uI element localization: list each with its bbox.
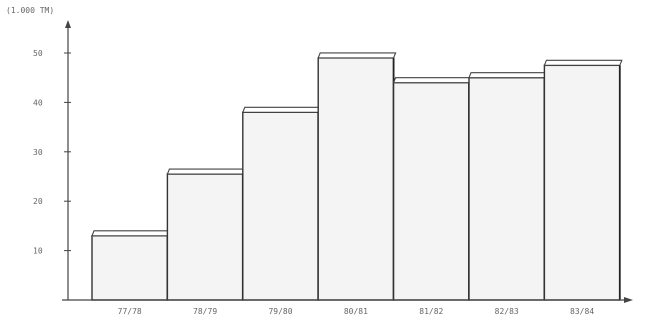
- x-tick-label: 81/82: [419, 307, 443, 316]
- x-tick-label: 83/84: [570, 307, 594, 316]
- bar: [543, 59, 623, 301]
- bar-top: [166, 168, 246, 175]
- bar-face: [543, 64, 621, 301]
- y-tick-label: 20: [33, 197, 43, 206]
- x-tick-label: 77/78: [118, 307, 142, 316]
- x-tick-label: 79/80: [268, 307, 292, 316]
- bar-face: [317, 57, 395, 301]
- x-tick-label: 80/81: [344, 307, 368, 316]
- x-tick-label: 82/83: [495, 307, 519, 316]
- bar: [392, 77, 472, 301]
- bar: [468, 72, 548, 301]
- bar-top: [543, 59, 623, 66]
- x-labels-group: 77/78 78/79 79/80 80/81 81/82 82/83 83/84: [118, 307, 595, 316]
- bar: [91, 230, 171, 301]
- y-tick-label: 10: [33, 247, 43, 256]
- bar-face: [166, 173, 244, 301]
- bar-top: [241, 106, 322, 113]
- bar-face: [91, 235, 169, 301]
- bar: [317, 52, 397, 301]
- bar: [166, 168, 246, 301]
- y-axis-label: (1.000 TM): [6, 6, 54, 15]
- bar-top: [468, 72, 548, 79]
- bar-top: [317, 52, 397, 59]
- y-tick-label: 30: [33, 148, 43, 157]
- y-ticks-group: 10 20 30 40 50: [33, 49, 71, 256]
- x-tick-label: 78/79: [193, 307, 217, 316]
- bar-face: [242, 111, 319, 301]
- x-axis-arrow: [624, 297, 633, 303]
- bar-face: [392, 81, 470, 301]
- bars-group: [91, 52, 623, 301]
- bar-face: [468, 76, 546, 301]
- bar-top: [392, 77, 472, 84]
- bar-top: [91, 230, 171, 237]
- bar: [241, 106, 322, 301]
- y-tick-label: 40: [33, 98, 43, 107]
- axes: [62, 20, 633, 303]
- y-axis-arrow: [65, 20, 71, 28]
- y-tick-label: 50: [33, 49, 43, 58]
